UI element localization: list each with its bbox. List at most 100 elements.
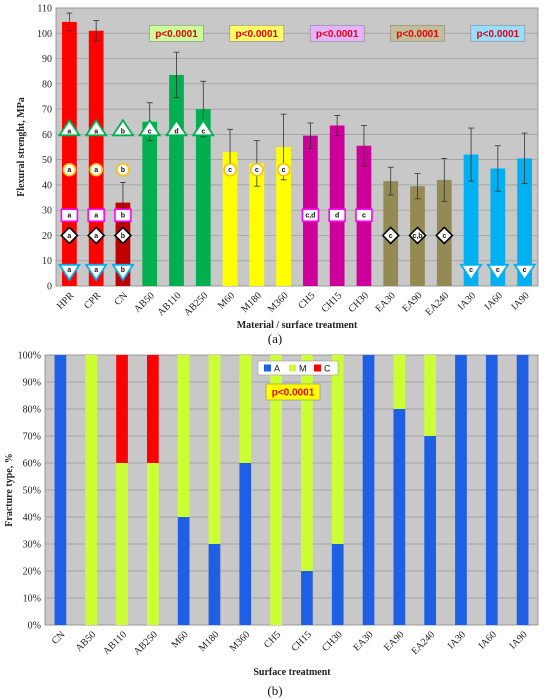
x-tick-label: EA240 (409, 629, 437, 657)
x-tick-label: AB50 (132, 290, 157, 315)
x-tick-label: CH30 (320, 629, 345, 654)
x-tick-label: AB250 (182, 290, 210, 318)
x-tick-label: CH5 (296, 290, 317, 311)
marker-label: c (442, 233, 446, 240)
significance-marker: c (355, 208, 373, 223)
x-tick-label: M180 (197, 629, 222, 654)
y-tick-label: 110 (37, 4, 52, 15)
marker-label: c,d (305, 213, 315, 220)
y-tick-label: 10 (42, 256, 52, 267)
bar-ea240-a (424, 436, 437, 625)
y-tick-label: 90 (42, 54, 52, 65)
p-value-label: p<0.0001 (155, 29, 198, 40)
bar-ch5-m (270, 355, 282, 625)
bar-ab50-m (85, 355, 98, 625)
y-axis-label-a: Flexural strenght, MPa (16, 97, 27, 197)
significance-marker: a (60, 226, 79, 245)
x-tick-label: AB110 (156, 290, 184, 318)
x-tick-label: CH15 (289, 629, 314, 654)
marker-label: a (94, 213, 98, 220)
bar-ch30-m (331, 355, 344, 544)
bar-ch30-a (331, 544, 344, 625)
bar-m60 (222, 152, 238, 286)
p-value-box (309, 24, 365, 42)
marker-label: c (255, 167, 259, 174)
x-tick-label: CN (50, 629, 68, 647)
y-axis-label-b: Fracture type, % (4, 453, 15, 526)
p-value-label: p<0.0001 (316, 29, 359, 40)
bar-ea90-m (393, 355, 406, 409)
p-value-box (265, 383, 321, 401)
marker-label: b (121, 267, 125, 274)
marker-label: a (67, 167, 71, 174)
significance-marker: c,b (408, 226, 427, 245)
bar-ia90 (517, 158, 532, 286)
bar-ab250-c (146, 355, 159, 463)
significance-marker: c (512, 263, 537, 282)
bar-ch15-m (301, 355, 313, 571)
x-axis-label-a: Material / surface treatment (237, 320, 358, 331)
x-tick-label: AB50 (74, 629, 99, 654)
p-value-label: p<0.0001 (236, 29, 279, 40)
flexural-strength-chart: p<0.0001 p<0.0001 p<0.0001 p<0.0001 p<0.0001… (16, 4, 539, 345)
x-tick-label: EA90 (400, 290, 424, 314)
x-tick-label: M60 (170, 629, 191, 650)
p-value-label: p<0.0001 (477, 29, 520, 40)
fracture-type-chart: 0% 10% 20% 30% 40% 50% 60% 70% 80% 90% 100% CN AB50… (4, 351, 539, 698)
x-tick-label: CH30 (346, 290, 371, 315)
x-tick-label: AB110 (101, 629, 129, 657)
p-value-box (470, 24, 526, 42)
x-tick-label: M360 (228, 629, 253, 654)
x-tick-label: IA90 (509, 290, 531, 312)
marker-label: c (282, 167, 286, 174)
significance-marker: b (114, 208, 132, 223)
bar-m360-m (239, 355, 252, 463)
y-tick-label: 0% (28, 621, 41, 632)
x-tick-label: CN (112, 290, 130, 308)
legend-swatch (314, 364, 321, 372)
significance-marker: c (486, 263, 510, 282)
marker-label: c (362, 213, 366, 220)
p-value-label: p<0.0001 (396, 29, 439, 40)
p-value-box (229, 24, 285, 42)
y-tick-label: 70 (42, 105, 52, 116)
bar-ea90-a (393, 409, 406, 625)
bar-cpr (88, 30, 104, 287)
p-value-label: p<0.0001 (272, 388, 315, 399)
significance-marker: c (276, 162, 291, 177)
bar-ea30-a (362, 355, 375, 625)
marker-label: c (228, 167, 232, 174)
x-tick-label: CH15 (320, 290, 345, 315)
x-tick-label: IA30 (456, 290, 478, 312)
significance-marker: a (62, 162, 77, 177)
y-tick-label: 30% (23, 540, 41, 551)
y-tick-label: 40 (42, 180, 52, 191)
marker-label: c (496, 267, 500, 274)
x-tick-label: IA60 (483, 290, 505, 312)
bar-ab110 (169, 74, 184, 287)
significance-marker: a (84, 263, 108, 282)
bar-ia60 (490, 168, 506, 286)
significance-marker: c (435, 226, 454, 245)
bar-ia60-a (485, 355, 498, 625)
bar-m180-m (208, 355, 221, 544)
significance-marker: b (111, 118, 135, 137)
legend-swatch (264, 364, 271, 372)
y-tick-label: 100 (37, 29, 52, 40)
marker-label: a (67, 128, 71, 135)
x-tick-label: M60 (216, 290, 237, 311)
y-tick-label: 80% (23, 405, 41, 416)
y-tick-label: 60 (42, 130, 52, 141)
x-tick-label: CPR (82, 290, 103, 311)
x-tick-label: M360 (266, 290, 291, 315)
significance-marker: c (459, 263, 483, 282)
y-tick-label: 50% (23, 486, 41, 497)
marker-label: a (94, 233, 98, 240)
significance-marker: a (84, 118, 108, 137)
legend-label: C (324, 364, 331, 374)
marker-label: a (67, 233, 71, 240)
bar-m60-m (177, 355, 190, 517)
significance-marker: b (111, 263, 135, 282)
significance-marker: a (89, 162, 103, 177)
marker-label: c (148, 128, 152, 135)
